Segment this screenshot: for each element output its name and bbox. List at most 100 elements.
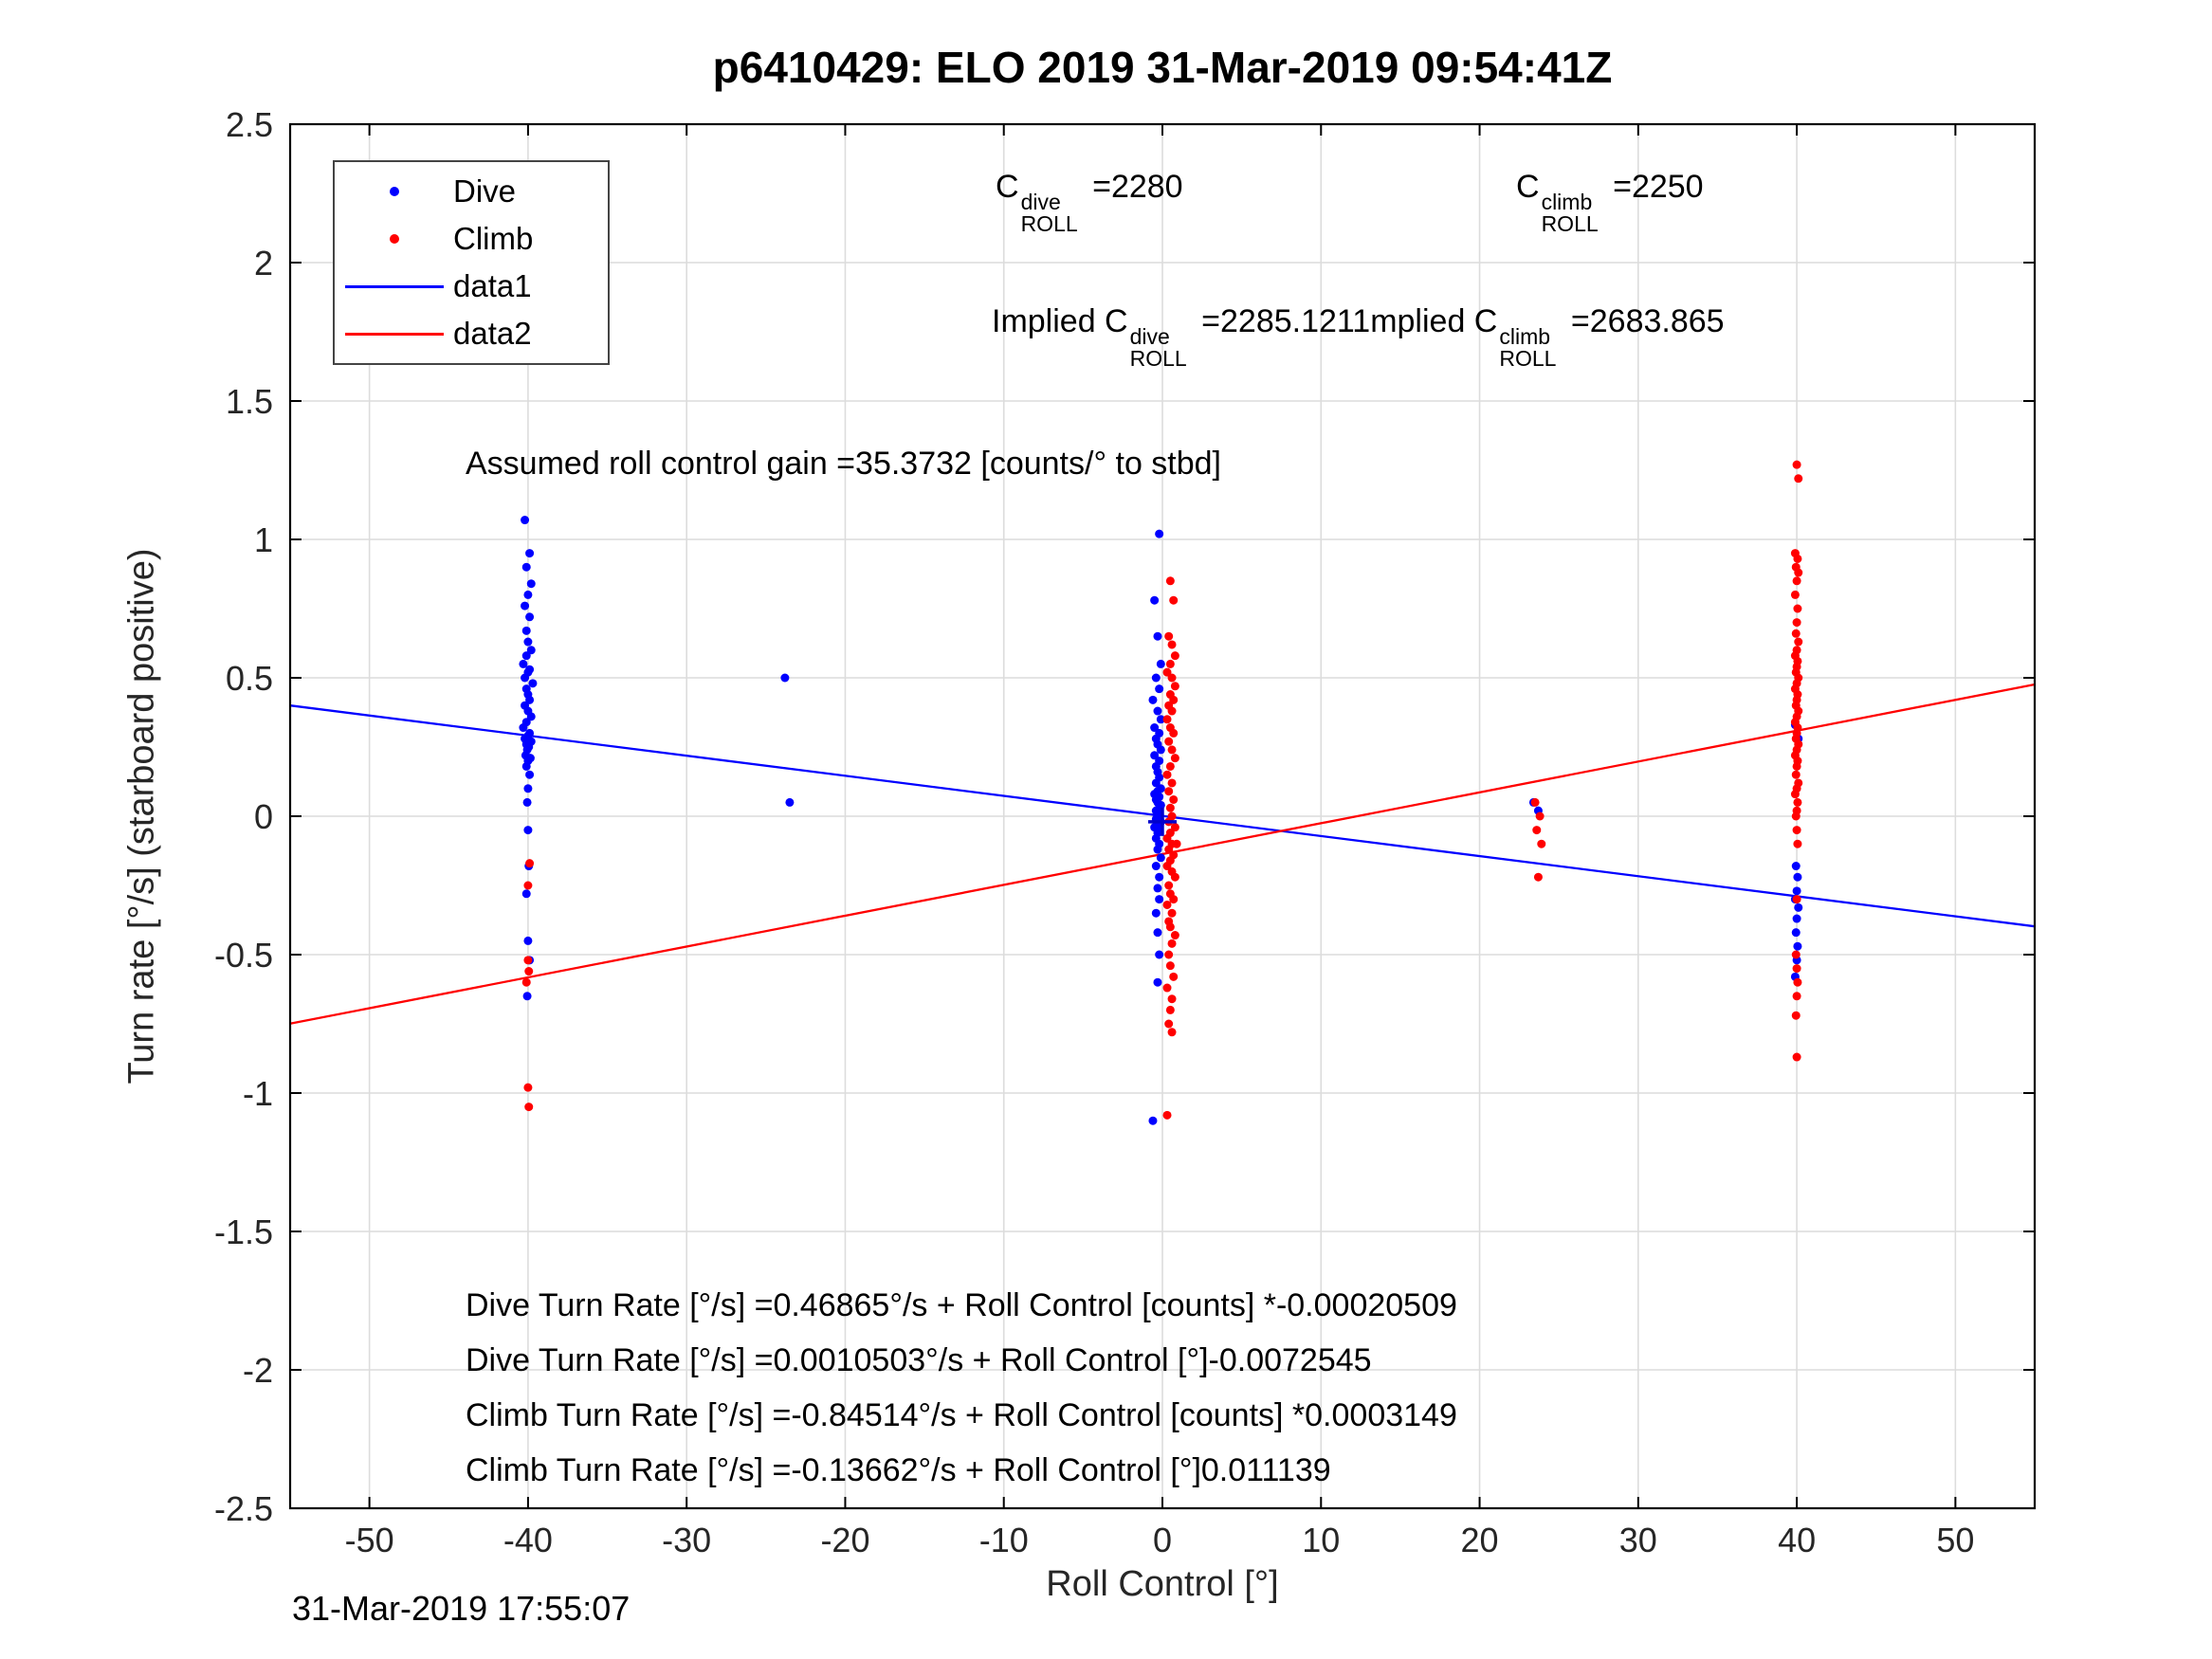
point-climb: [1792, 618, 1801, 628]
point-dive: [1791, 928, 1801, 938]
x-tick-label: 10: [1302, 1521, 1340, 1559]
point-climb: [1792, 576, 1801, 586]
point-dive: [1148, 1116, 1158, 1125]
point-climb: [1530, 797, 1540, 807]
point-climb: [1532, 826, 1542, 835]
point-dive: [521, 516, 530, 525]
point-climb: [523, 881, 533, 890]
point-dive: [1151, 673, 1161, 683]
point-climb: [1165, 659, 1175, 668]
point-dive: [1155, 684, 1164, 694]
y-tick-label: -2.5: [214, 1489, 273, 1528]
point-climb: [524, 1103, 534, 1112]
x-tick-label: -30: [662, 1521, 711, 1559]
point-climb: [1162, 1110, 1172, 1120]
data1-line-icon: [335, 284, 453, 288]
equation-dive-degrees: Dive Turn Rate [°/s] =0.0010503°/s + Rol…: [466, 1342, 1372, 1378]
point-dive: [1153, 631, 1162, 641]
c-dive-sup: dive: [1020, 189, 1061, 214]
point-dive: [780, 673, 790, 683]
point-dive: [525, 549, 535, 558]
point-climb: [1790, 790, 1800, 799]
x-tick-label: 40: [1778, 1521, 1816, 1559]
point-climb: [1791, 950, 1801, 959]
point-climb: [1165, 576, 1175, 586]
point-dive: [1153, 706, 1162, 716]
point-climb: [1794, 637, 1803, 647]
point-climb: [1169, 895, 1179, 904]
point-dive: [523, 637, 533, 647]
point-climb: [1791, 811, 1801, 821]
point-climb: [1169, 794, 1179, 804]
point-dive: [1150, 723, 1160, 733]
data2-line-icon: [335, 332, 453, 336]
point-climb: [1167, 939, 1177, 948]
point-climb: [1165, 1005, 1175, 1014]
point-climb: [1792, 826, 1801, 835]
point-dive: [521, 651, 531, 661]
y-axis-label: Turn rate [°/s] (starboard positive): [121, 548, 162, 1085]
equation-dive-counts: Dive Turn Rate [°/s] =0.46865°/s + Roll …: [466, 1287, 1457, 1323]
point-climb: [1791, 1011, 1801, 1020]
point-dive: [1150, 751, 1160, 760]
point-dive: [521, 889, 531, 899]
point-dive: [525, 695, 535, 704]
point-dive: [521, 562, 531, 572]
point-climb: [1172, 839, 1181, 848]
fit-equations: Dive Turn Rate [°/s] =0.46865°/s + Roll …: [466, 1278, 1457, 1498]
point-dive: [1156, 715, 1165, 724]
legend-item-data1: data1: [335, 264, 608, 309]
y-tick-label: 0: [254, 797, 273, 836]
point-climb: [1162, 833, 1172, 843]
point-dive: [1153, 845, 1162, 854]
point-climb: [1167, 908, 1177, 918]
point-dive: [521, 626, 531, 635]
point-climb: [1792, 761, 1801, 771]
x-tick-label: 20: [1461, 1521, 1499, 1559]
point-dive: [521, 601, 530, 611]
point-climb: [1167, 673, 1177, 683]
point-climb: [1791, 629, 1801, 638]
c-climb-sup: climb: [1541, 189, 1593, 214]
point-climb: [1792, 964, 1801, 974]
legend-item-data2: data2: [335, 311, 608, 356]
point-climb: [1793, 839, 1802, 848]
point-climb: [1162, 900, 1172, 909]
point-climb: [1165, 803, 1175, 812]
point-dive: [1151, 778, 1161, 788]
point-climb: [1169, 972, 1179, 981]
point-dive: [1148, 695, 1158, 704]
point-dive: [1151, 862, 1161, 871]
point-dive: [519, 659, 528, 668]
point-climb: [1794, 568, 1803, 577]
point-dive: [1155, 950, 1164, 959]
point-climb: [1165, 761, 1175, 771]
y-tick-label: -0.5: [214, 936, 273, 975]
point-dive: [519, 723, 528, 733]
point-climb: [1793, 554, 1802, 563]
point-climb: [1162, 667, 1172, 677]
c-climb-sub: ROLL: [1541, 211, 1599, 237]
point-dive: [521, 761, 531, 771]
equation-climb-counts: Climb Turn Rate [°/s] =-0.84514°/s + Rol…: [466, 1397, 1457, 1433]
point-dive: [1156, 659, 1165, 668]
point-dive: [785, 797, 795, 807]
point-climb: [1793, 604, 1802, 613]
point-dive: [525, 612, 535, 622]
point-climb: [1164, 631, 1174, 641]
point-climb: [1162, 983, 1172, 993]
point-dive: [1155, 529, 1164, 538]
legend-label-dive: Dive: [453, 173, 517, 209]
point-climb: [1793, 977, 1802, 987]
point-climb: [1164, 787, 1174, 796]
point-climb: [1167, 1028, 1177, 1037]
point-climb: [1162, 862, 1172, 871]
point-dive: [523, 590, 533, 599]
point-climb: [1167, 706, 1177, 716]
y-tick-label: -1.5: [214, 1212, 273, 1251]
legend-item-climb: Climb: [335, 216, 608, 262]
point-dive: [526, 579, 536, 589]
y-tick-label: -2: [243, 1351, 273, 1390]
